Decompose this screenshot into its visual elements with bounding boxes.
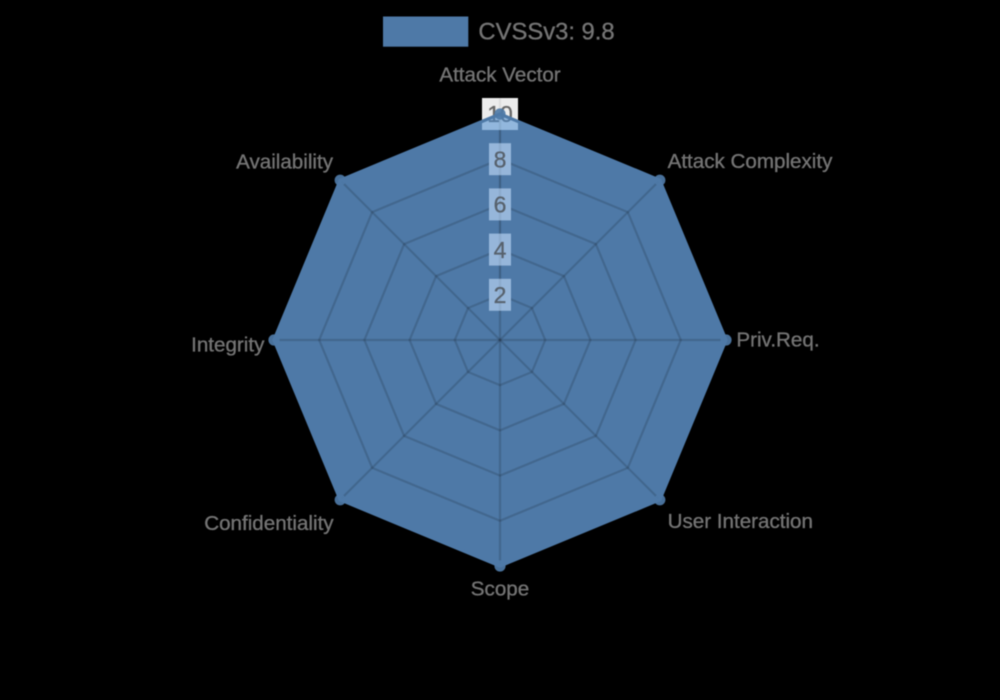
svg-text:Availability: Availability: [236, 150, 334, 173]
svg-text:6: 6: [494, 192, 507, 218]
svg-text:Integrity: Integrity: [191, 334, 265, 357]
svg-text:Confidentiality: Confidentiality: [204, 512, 334, 535]
svg-text:CVSSv3: 9.8: CVSSv3: 9.8: [478, 19, 614, 46]
svg-text:8: 8: [494, 146, 507, 172]
svg-text:Priv.Req.: Priv.Req.: [736, 328, 819, 351]
svg-text:2: 2: [494, 282, 507, 308]
svg-text:Attack Vector: Attack Vector: [439, 64, 560, 87]
svg-text:User Interaction: User Interaction: [668, 510, 813, 533]
svg-text:4: 4: [494, 237, 507, 263]
svg-text:Attack Complexity: Attack Complexity: [668, 150, 834, 173]
svg-text:Scope: Scope: [471, 578, 529, 601]
